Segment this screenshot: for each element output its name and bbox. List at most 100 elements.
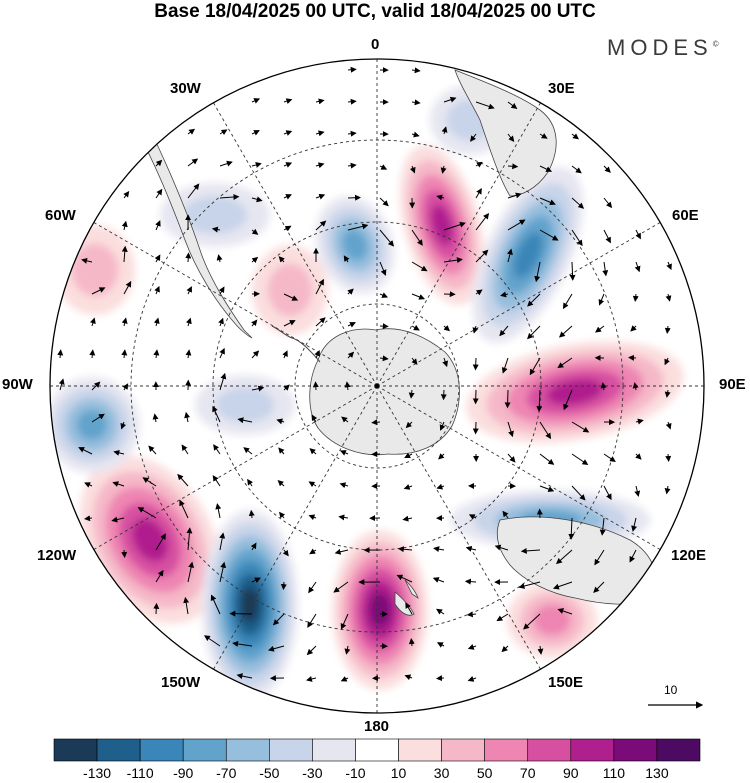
negative-anomaly-contour <box>240 587 260 623</box>
antarctic-peninsula <box>271 325 321 363</box>
wind-arrow <box>475 101 495 110</box>
wind-arrow <box>568 517 575 540</box>
meridian-line <box>376 102 541 387</box>
wind-arrow <box>280 581 287 591</box>
wind-arrow <box>204 635 221 647</box>
wind-arrow <box>634 485 641 497</box>
wind-arrow <box>475 161 483 168</box>
wind-arrow <box>494 544 509 551</box>
negative-anomaly-contour <box>513 232 543 278</box>
wind-arrow <box>216 254 223 263</box>
wind-arrow <box>347 223 369 231</box>
wind-arrow <box>603 485 612 501</box>
wind-arrow <box>58 378 65 391</box>
wind-arrow <box>315 278 324 295</box>
colorbar-tick-label: 50 <box>476 765 493 781</box>
wind-arrow <box>507 133 515 143</box>
colorbar-tick-label: -50 <box>259 765 280 781</box>
positive-anomaly-contour <box>369 592 391 628</box>
wind-arrow <box>78 447 93 455</box>
wind-arrow <box>523 613 541 630</box>
wind-arrow <box>187 183 200 199</box>
wind-arrow <box>187 128 196 135</box>
wind-arrow <box>89 349 96 359</box>
wind-arrow <box>436 642 445 648</box>
wind-arrow <box>219 194 240 201</box>
wind-arrow <box>250 542 257 551</box>
wind-arrow <box>279 511 286 519</box>
africa <box>454 69 557 197</box>
wind-arrow <box>598 293 605 306</box>
wind-arrow <box>501 645 509 653</box>
wind-arrow <box>314 350 320 359</box>
wind-arrow <box>121 220 128 231</box>
colorbar-swatch <box>570 738 615 762</box>
wind-arrow <box>251 319 258 327</box>
wind-arrow <box>441 126 448 135</box>
wind-arrow <box>379 164 388 170</box>
wind-arrow <box>236 673 253 680</box>
meridians <box>50 59 704 713</box>
wind-arrow <box>467 676 477 682</box>
wind-arrow <box>436 675 445 682</box>
wind-arrow <box>181 444 189 455</box>
wind-arrow <box>600 382 607 391</box>
wind-arrow <box>442 357 448 368</box>
wind-arrow <box>552 581 573 590</box>
wind-arrow <box>186 286 192 295</box>
wind-arrow <box>665 293 672 302</box>
lon-label-180: 180 <box>364 718 390 735</box>
wind-arrow <box>338 514 349 521</box>
wind-arrow <box>121 349 128 359</box>
wind-arrow <box>247 478 253 487</box>
meridian-line <box>93 222 378 387</box>
wind-arrow <box>251 256 259 264</box>
wind-arrow <box>153 317 160 327</box>
wind-arrow <box>665 453 672 462</box>
wind-arrow <box>315 130 325 137</box>
vector-scale-label: 10 <box>664 683 678 697</box>
wind-arrow <box>379 229 395 247</box>
wind-arrow <box>185 317 192 327</box>
wind-arrow <box>334 548 349 555</box>
wind-arrow <box>315 162 325 169</box>
wind-arrow <box>121 245 128 263</box>
colorbar-tick-label: 90 <box>563 765 579 781</box>
map-border <box>49 58 705 714</box>
wind-arrow <box>438 453 445 460</box>
wind-arrow <box>282 350 288 359</box>
wind-arrow <box>569 261 576 281</box>
wind-arrow <box>436 608 445 615</box>
wind-arrow <box>185 349 192 359</box>
positive-anomaly-contour <box>131 518 169 562</box>
colorbar <box>53 738 701 762</box>
wind-arrow <box>539 421 552 440</box>
wind-arrow <box>557 608 573 615</box>
wind-arrow <box>472 357 479 371</box>
wind-arrow <box>603 453 616 462</box>
wind-arrow <box>433 546 445 553</box>
wind-arrow <box>219 160 233 167</box>
wind-arrow <box>307 613 317 628</box>
colorbar-swatch <box>312 738 356 762</box>
wind-arrow <box>507 163 519 170</box>
wind-arrow <box>339 482 349 489</box>
lon-label-150e: 150E <box>548 674 584 691</box>
wind-arrow <box>152 413 159 423</box>
wind-arrow <box>635 418 644 425</box>
wind-arrow <box>187 158 199 167</box>
lon-label-60w: 60W <box>45 207 76 224</box>
wind-arrow <box>664 325 671 334</box>
wind-arrow <box>251 228 259 235</box>
wind-arrow <box>309 548 317 555</box>
wind-arrow <box>405 602 413 615</box>
wind-arrow <box>443 257 463 264</box>
wind-arrow <box>283 98 293 104</box>
wind-arrow <box>379 292 389 298</box>
wind-arrow <box>347 288 354 295</box>
colorbar-swatch <box>96 738 141 762</box>
positive-anomaly-contour <box>533 604 571 636</box>
wind-arrow <box>272 613 285 626</box>
wind-arrow <box>632 293 639 302</box>
wind-arrow <box>81 257 93 264</box>
